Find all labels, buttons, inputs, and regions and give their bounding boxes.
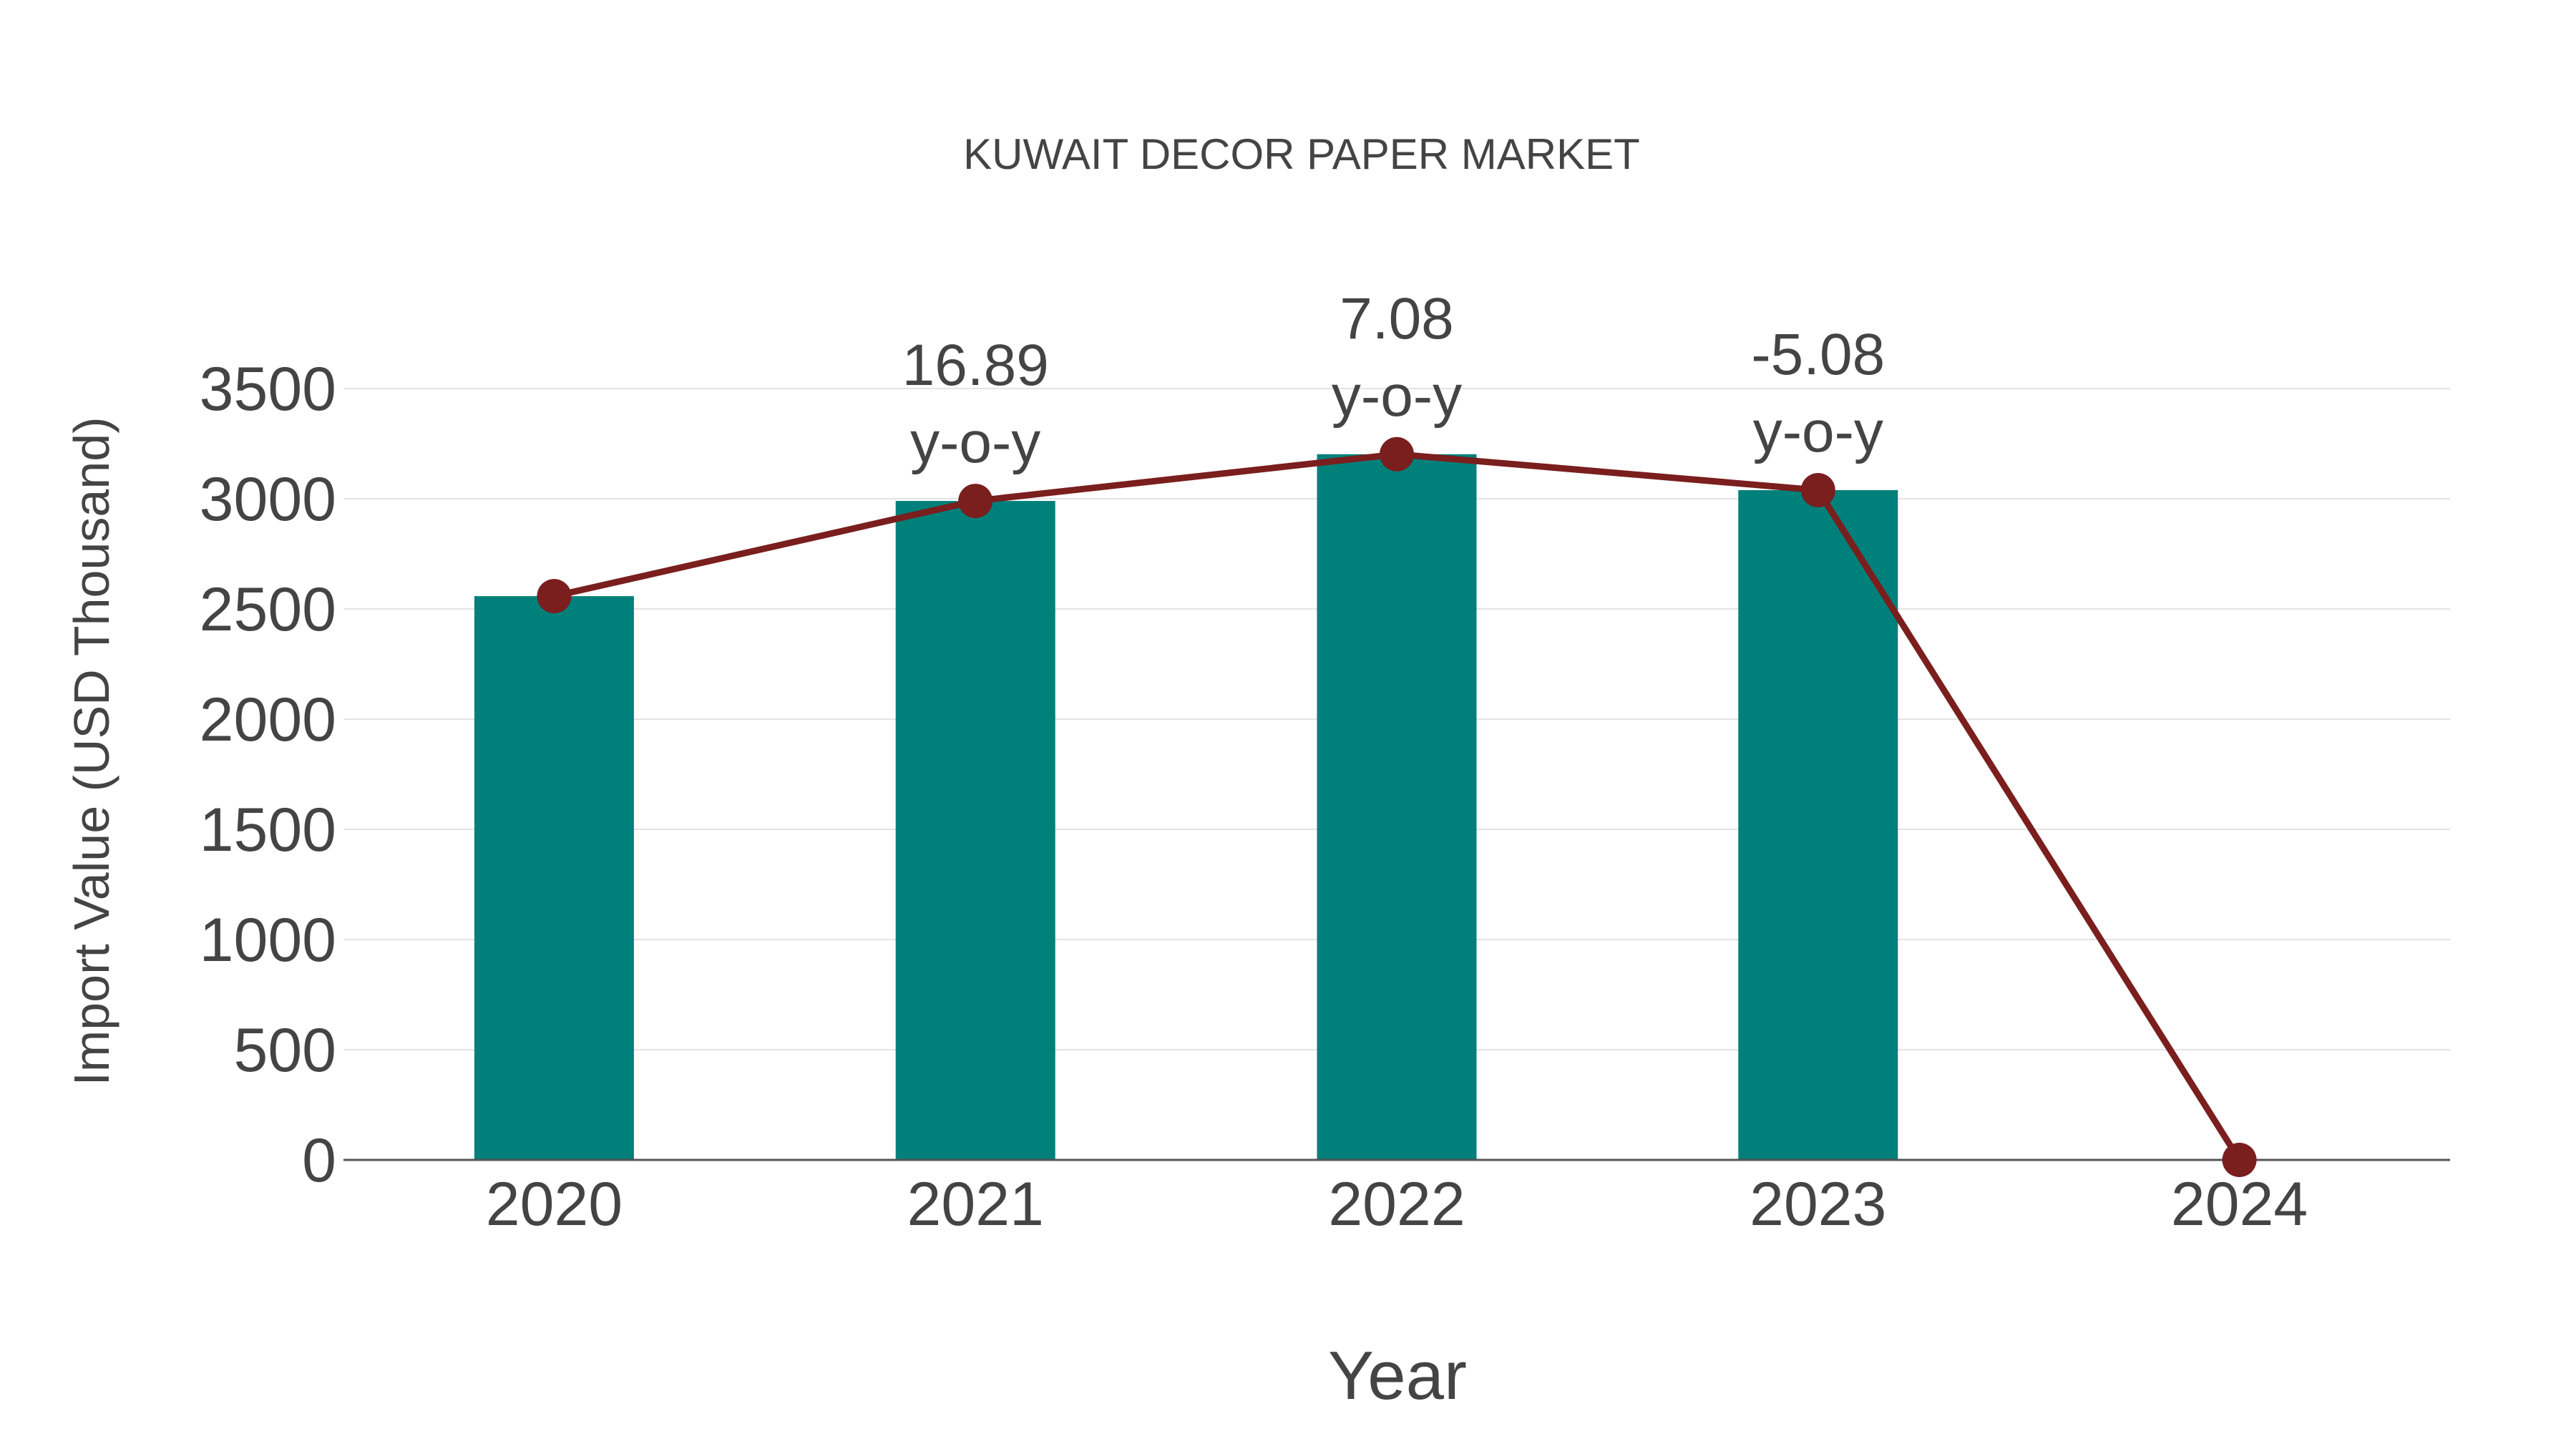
annotation-suffix: y-o-y (910, 410, 1040, 475)
trend-point-2022 (1380, 436, 1414, 472)
y-axis-label: Import Value (USD Thousand) (64, 416, 119, 1085)
bar-2022 (1317, 454, 1477, 1160)
annotation-value: 7.08 (1340, 286, 1454, 351)
x-tick-label: 2023 (1750, 1170, 1886, 1239)
trend-point-2024 (2222, 1143, 2257, 1177)
annotations: 16.89 y-o-y 7.08 y-o-y -5.08 y-o-y (902, 286, 1885, 475)
bar-2020 (474, 596, 634, 1160)
x-tick-label: 2020 (486, 1170, 623, 1239)
x-tick-label: 2021 (907, 1170, 1044, 1239)
annotation-suffix: y-o-y (1332, 364, 1462, 429)
y-tick-label: 3500 (200, 355, 336, 424)
trend-line-series (537, 436, 2257, 1177)
x-tick-labels: 2020 2021 2022 2023 2024 (486, 1170, 2308, 1239)
x-tick-label: 2022 (1328, 1170, 1465, 1239)
x-tick-label: 2024 (2171, 1170, 2308, 1239)
bars (474, 454, 1898, 1160)
trend-point-2020 (537, 579, 572, 614)
bar-2023 (1738, 489, 1898, 1160)
y-tick-labels: 0 500 1000 1500 2000 2500 3000 3500 (200, 355, 336, 1195)
annotation-value: -5.08 (1751, 322, 1885, 387)
bar-2021 (895, 501, 1055, 1160)
x-axis-label: Year (1328, 1337, 1467, 1414)
y-tick-label: 2000 (200, 686, 336, 754)
y-tick-label: 0 (302, 1126, 336, 1195)
y-tick-label: 500 (234, 1016, 337, 1085)
trend-point-2021 (958, 484, 993, 519)
y-tick-label: 3000 (200, 465, 336, 534)
y-tick-label: 1000 (200, 906, 336, 975)
annotation-value: 16.89 (902, 333, 1049, 398)
trend-point-2023 (1800, 472, 1835, 507)
y-tick-label: 2500 (200, 575, 336, 644)
chart-title: KUWAIT DECOR PAPER MARKET (963, 130, 1640, 178)
annotation-suffix: y-o-y (1753, 399, 1883, 464)
y-tick-label: 1500 (200, 796, 336, 864)
